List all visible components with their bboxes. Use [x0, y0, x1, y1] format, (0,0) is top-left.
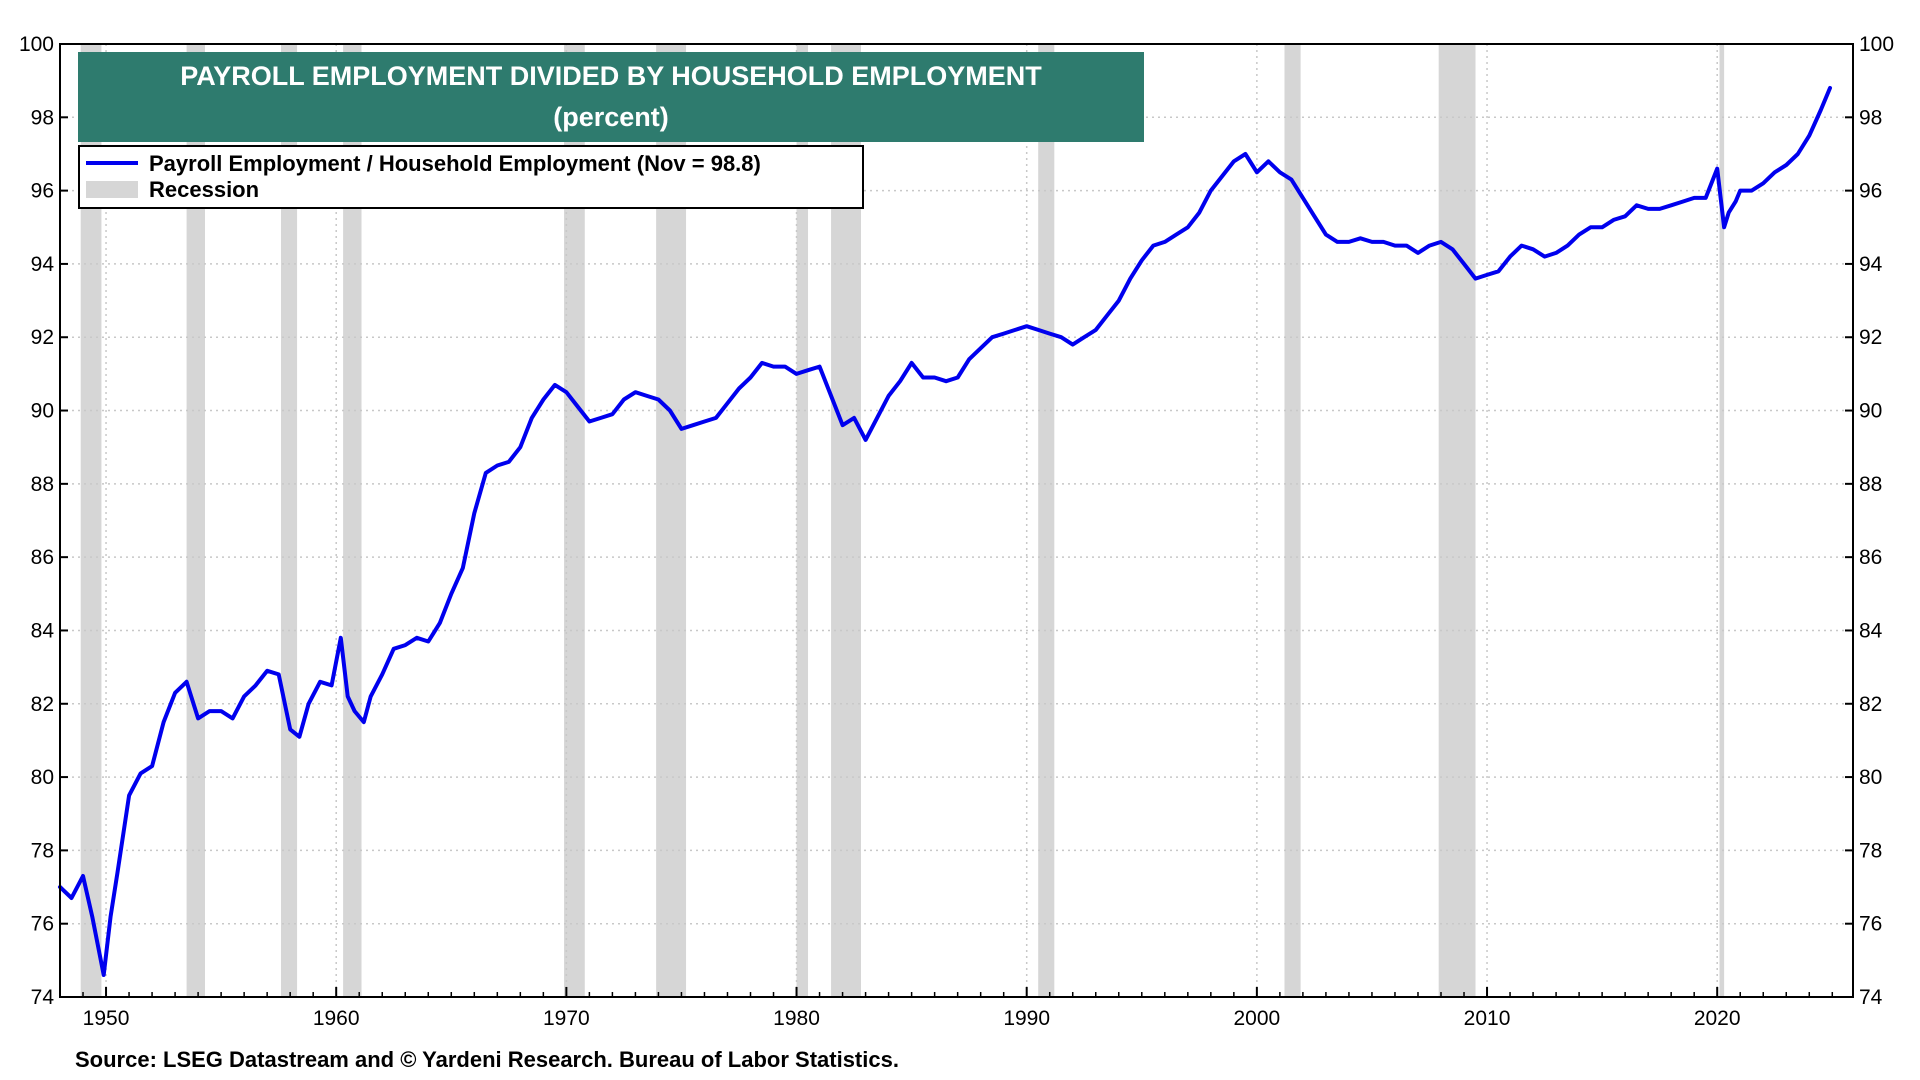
legend-label-recession: Recession	[149, 177, 259, 202]
tick-label-y-right-76: 76	[1859, 913, 1882, 936]
tick-label-y-left-84: 84	[31, 619, 55, 642]
tick-label-x-2020: 2020	[1694, 1007, 1741, 1030]
tick-label-y-right-84: 84	[1859, 619, 1883, 642]
tick-label-x-2010: 2010	[1464, 1007, 1511, 1030]
tick-label-y-left-98: 98	[31, 106, 54, 129]
tick-label-y-left-76: 76	[31, 913, 54, 936]
legend-box	[78, 145, 864, 209]
tick-label-y-right-90: 90	[1859, 400, 1882, 423]
source-note: Source: LSEG Datastream and © Yardeni Re…	[75, 1047, 899, 1072]
tick-labels: 74 74 76 76 78 78 80 80 82 82 84 84 86 86 88 88 90 90 92 92…	[19, 33, 1894, 1030]
tick-label-y-left-92: 92	[31, 326, 54, 349]
tick-label-y-right-74: 74	[1859, 986, 1883, 1009]
legend-swatch-recession	[86, 181, 138, 198]
title-background	[78, 52, 1144, 142]
chart-title: PAYROLL EMPLOYMENT DIVIDED BY HOUSEHOLD …	[180, 61, 1042, 91]
tick-label-y-left-82: 82	[31, 693, 54, 716]
gridlines	[60, 44, 1853, 997]
recession-band-4	[564, 44, 585, 997]
tick-label-y-left-90: 90	[31, 400, 54, 423]
legend-label-series: Payroll Employment / Household Employmen…	[149, 151, 761, 176]
recession-band-1	[186, 44, 206, 997]
tick-label-y-right-82: 82	[1859, 693, 1882, 716]
tick-label-y-right-98: 98	[1859, 106, 1882, 129]
tick-label-y-left-78: 78	[31, 839, 54, 862]
tick-label-x-1970: 1970	[543, 1007, 590, 1030]
plot-frame	[59, 43, 1854, 998]
tick-label-y-left-94: 94	[31, 253, 55, 276]
tick-label-y-left-74: 74	[31, 986, 55, 1009]
tick-label-y-left-100: 100	[19, 33, 54, 56]
recession-band-2	[280, 44, 298, 997]
recession-band-9	[1284, 44, 1301, 997]
tick-label-x-1980: 1980	[773, 1007, 820, 1030]
tick-label-y-right-92: 92	[1859, 326, 1882, 349]
tick-label-y-right-86: 86	[1859, 546, 1882, 569]
tick-label-x-1990: 1990	[1003, 1007, 1050, 1030]
recession-band-8	[1038, 44, 1055, 997]
tick-label-y-right-78: 78	[1859, 839, 1882, 862]
chart-subtitle: (percent)	[553, 102, 669, 132]
tick-label-y-left-86: 86	[31, 546, 54, 569]
title-box: PAYROLL EMPLOYMENT DIVIDED BY HOUSEHOLD …	[78, 52, 1144, 142]
tick-label-y-right-88: 88	[1859, 473, 1882, 496]
series-lines	[58, 86, 1832, 977]
tick-label-x-2000: 2000	[1234, 1007, 1281, 1030]
series-line-0	[58, 86, 1832, 977]
tick-label-y-left-88: 88	[31, 473, 54, 496]
tick-label-x-1960: 1960	[313, 1007, 360, 1030]
recession-band-11	[1719, 44, 1725, 997]
tick-label-x-1950: 1950	[83, 1007, 130, 1030]
tick-label-y-left-80: 80	[31, 766, 54, 789]
tick-label-y-right-80: 80	[1859, 766, 1882, 789]
recession-band-10	[1438, 44, 1476, 997]
tick-label-y-right-96: 96	[1859, 180, 1882, 203]
recession-band-3	[343, 44, 362, 997]
tick-label-y-right-100: 100	[1859, 33, 1894, 56]
tick-label-y-right-94: 94	[1859, 253, 1883, 276]
legend: Payroll Employment / Household Employmen…	[78, 145, 864, 209]
tick-label-y-left-96: 96	[31, 180, 54, 203]
recession-band-0	[80, 44, 102, 997]
recession-band-6	[796, 44, 809, 997]
